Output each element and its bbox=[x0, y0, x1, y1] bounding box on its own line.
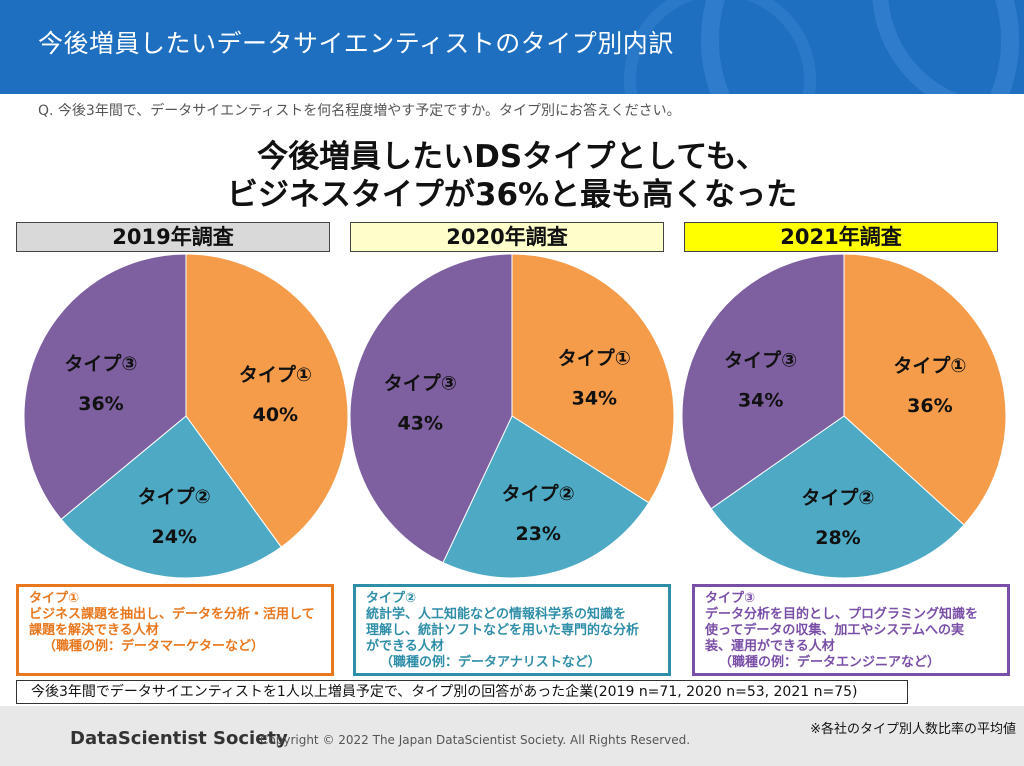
year-label-2021: 2021年調査 bbox=[684, 222, 998, 252]
slice-label-type3: タイプ③ bbox=[384, 372, 457, 395]
type3-example: （職種の例：データエンジニアなど） bbox=[719, 655, 941, 670]
pie-slice-type3 bbox=[23, 253, 187, 520]
year-label-2020: 2020年調査 bbox=[350, 222, 664, 252]
pie-slice-type2 bbox=[442, 415, 650, 579]
pie-slice-type1 bbox=[185, 253, 349, 548]
pie-chart-2019: タイプ① 40% タイプ② 24% タイプ③ 36% bbox=[23, 253, 349, 579]
header-globe-decoration bbox=[624, 0, 1019, 94]
slice-label-type1: タイプ① bbox=[239, 363, 312, 386]
pie-slice-type1 bbox=[511, 253, 675, 504]
header-bar: 今後増員したいデータサイエンティストのタイプ別内訳 bbox=[0, 0, 1024, 94]
pie-chart-2020: タイプ① 34% タイプ② 23% タイプ③ 43% bbox=[349, 253, 675, 579]
type1-description: タイプ① ビジネス課題を抽出し、データを分析・活用して 課題を解決できる人材 （… bbox=[16, 584, 334, 676]
type2-description: タイプ② 統計学、人工知能などの情報科学系の知識を 理解し、統計ソフトなどを用い… bbox=[353, 584, 671, 676]
footer-logo: DataScientist Society bbox=[70, 728, 288, 749]
type1-line1: ビジネス課題を抽出し、データを分析・活用して bbox=[29, 607, 315, 622]
page-title: 今後増員したいデータサイエンティストのタイプ別内訳 bbox=[38, 29, 674, 58]
slice-label-type1: タイプ① bbox=[558, 347, 631, 370]
slice-value-type2: 23% bbox=[515, 523, 560, 545]
year-label-2019: 2019年調査 bbox=[16, 222, 330, 252]
slice-label-type2: タイプ② bbox=[502, 482, 575, 505]
slice-value-type3: 36% bbox=[78, 393, 123, 415]
footer-footnote: ※各社のタイプ別人数比率の平均値 bbox=[810, 722, 1016, 737]
slice-label-type1: タイプ① bbox=[893, 354, 966, 377]
pie-svg-2021: タイプ① 36% タイプ② 28% タイプ③ 34% bbox=[681, 253, 1007, 579]
slice-value-type3: 43% bbox=[398, 413, 443, 435]
type2-line1: 統計学、人工知能などの情報科学系の知識を bbox=[366, 607, 627, 622]
headline-line1: 今後増員したいDSタイプとしても、 bbox=[257, 139, 767, 175]
type2-line2: 理解し、統計ソフトなどを用いた専門的な分析 bbox=[366, 623, 640, 638]
type3-description: タイプ③ データ分析を目的とし、プログラミング知識を 使ってデータの収集、加工や… bbox=[692, 584, 1010, 676]
pie-svg-2020: タイプ① 34% タイプ② 23% タイプ③ 43% bbox=[349, 253, 675, 579]
slice-value-type1: 34% bbox=[572, 388, 617, 410]
footer-copyright: Copyright © 2022 The Japan DataScientist… bbox=[260, 733, 691, 747]
type2-example: （職種の例：データアナリストなど） bbox=[380, 655, 601, 670]
type1-title: タイプ① bbox=[29, 591, 80, 606]
type3-title: タイプ③ bbox=[705, 591, 756, 606]
type1-line2: 課題を解決できる人材 bbox=[29, 623, 159, 638]
slice-value-type3: 34% bbox=[738, 390, 783, 412]
pie-slice-type2 bbox=[710, 415, 965, 579]
slice-label-type2: タイプ② bbox=[138, 485, 211, 508]
footer: DataScientist Society Copyright © 2022 T… bbox=[0, 706, 1024, 766]
slice-label-type2: タイプ② bbox=[801, 486, 874, 509]
headline-line2: ビジネスタイプが36%と最も高くなった bbox=[226, 177, 798, 213]
sample-note: 今後3年間でデータサイエンティストを1人以上増員予定で、タイプ別の回答があった企… bbox=[16, 680, 908, 704]
slice-value-type2: 28% bbox=[815, 527, 860, 549]
type3-line1: データ分析を目的とし、プログラミング知識を bbox=[705, 607, 979, 622]
slice-value-type1: 40% bbox=[253, 404, 298, 426]
pie-slice-type3 bbox=[349, 253, 513, 564]
type3-line2: 使ってデータの収集、加工やシステムへの実 bbox=[705, 623, 964, 638]
type1-example: （職種の例：データマーケターなど） bbox=[43, 639, 265, 654]
type3-line3: 装、運用ができる人材 bbox=[705, 639, 835, 654]
pie-slice-type1 bbox=[843, 253, 1007, 526]
slice-label-type3: タイプ③ bbox=[724, 349, 797, 372]
slice-label-type3: タイプ③ bbox=[64, 352, 137, 375]
slice-value-type2: 24% bbox=[151, 526, 196, 548]
pie-slice-type2 bbox=[60, 415, 282, 579]
pie-chart-2021: タイプ① 36% タイプ② 28% タイプ③ 34% bbox=[681, 253, 1007, 579]
survey-question: Q. 今後3年間で、データサイエンティストを何名程度増やす予定ですか。タイプ別に… bbox=[38, 103, 681, 119]
type2-title: タイプ② bbox=[366, 591, 417, 606]
pie-slice-type3 bbox=[681, 253, 845, 510]
pie-svg-2019: タイプ① 40% タイプ② 24% タイプ③ 36% bbox=[23, 253, 349, 579]
slice-value-type1: 36% bbox=[907, 395, 952, 417]
type2-line3: ができる人材 bbox=[366, 639, 444, 654]
